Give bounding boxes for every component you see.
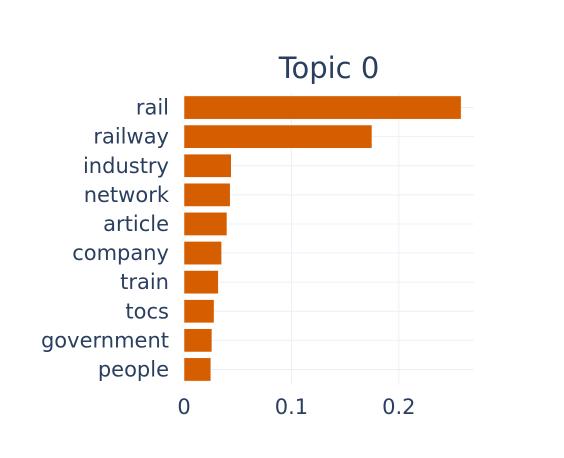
bars — [183, 95, 462, 382]
y-tick-label: railway — [93, 125, 169, 149]
y-tick-label: government — [41, 328, 169, 352]
x-tick-label: 0 — [177, 395, 190, 419]
bar-article — [183, 212, 228, 236]
bar-train — [183, 270, 219, 295]
y-tick-label: train — [120, 270, 169, 294]
y-tick-label: article — [103, 212, 169, 236]
bar-government — [183, 328, 213, 353]
y-tick-label: rail — [136, 96, 169, 120]
y-axis-labels: rail railway industry network article company… — [41, 96, 170, 382]
bar-people — [183, 357, 212, 382]
y-tick-label: people — [98, 357, 169, 381]
y-tick-label: tocs — [125, 299, 169, 323]
bar-railway — [183, 124, 373, 149]
x-axis-labels: 0 0.1 0.2 — [177, 395, 415, 419]
bar-industry — [183, 153, 232, 178]
y-tick-label: industry — [83, 154, 169, 178]
x-tick-label: 0.1 — [275, 395, 308, 419]
x-tick-label: 0.2 — [382, 395, 415, 419]
bar-company — [183, 241, 222, 265]
chart-title: Topic 0 — [278, 51, 380, 85]
y-tick-label: network — [84, 183, 170, 207]
bar-network — [183, 182, 231, 207]
bar-tocs — [183, 299, 215, 324]
bar-rail — [183, 95, 462, 120]
y-tick-label: company — [72, 241, 169, 265]
